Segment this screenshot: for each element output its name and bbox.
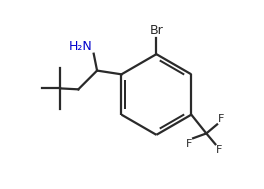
Text: F: F [186,139,192,149]
Text: F: F [218,114,224,124]
Text: Br: Br [149,24,163,37]
Text: H₂N: H₂N [69,40,93,53]
Text: F: F [216,145,223,155]
